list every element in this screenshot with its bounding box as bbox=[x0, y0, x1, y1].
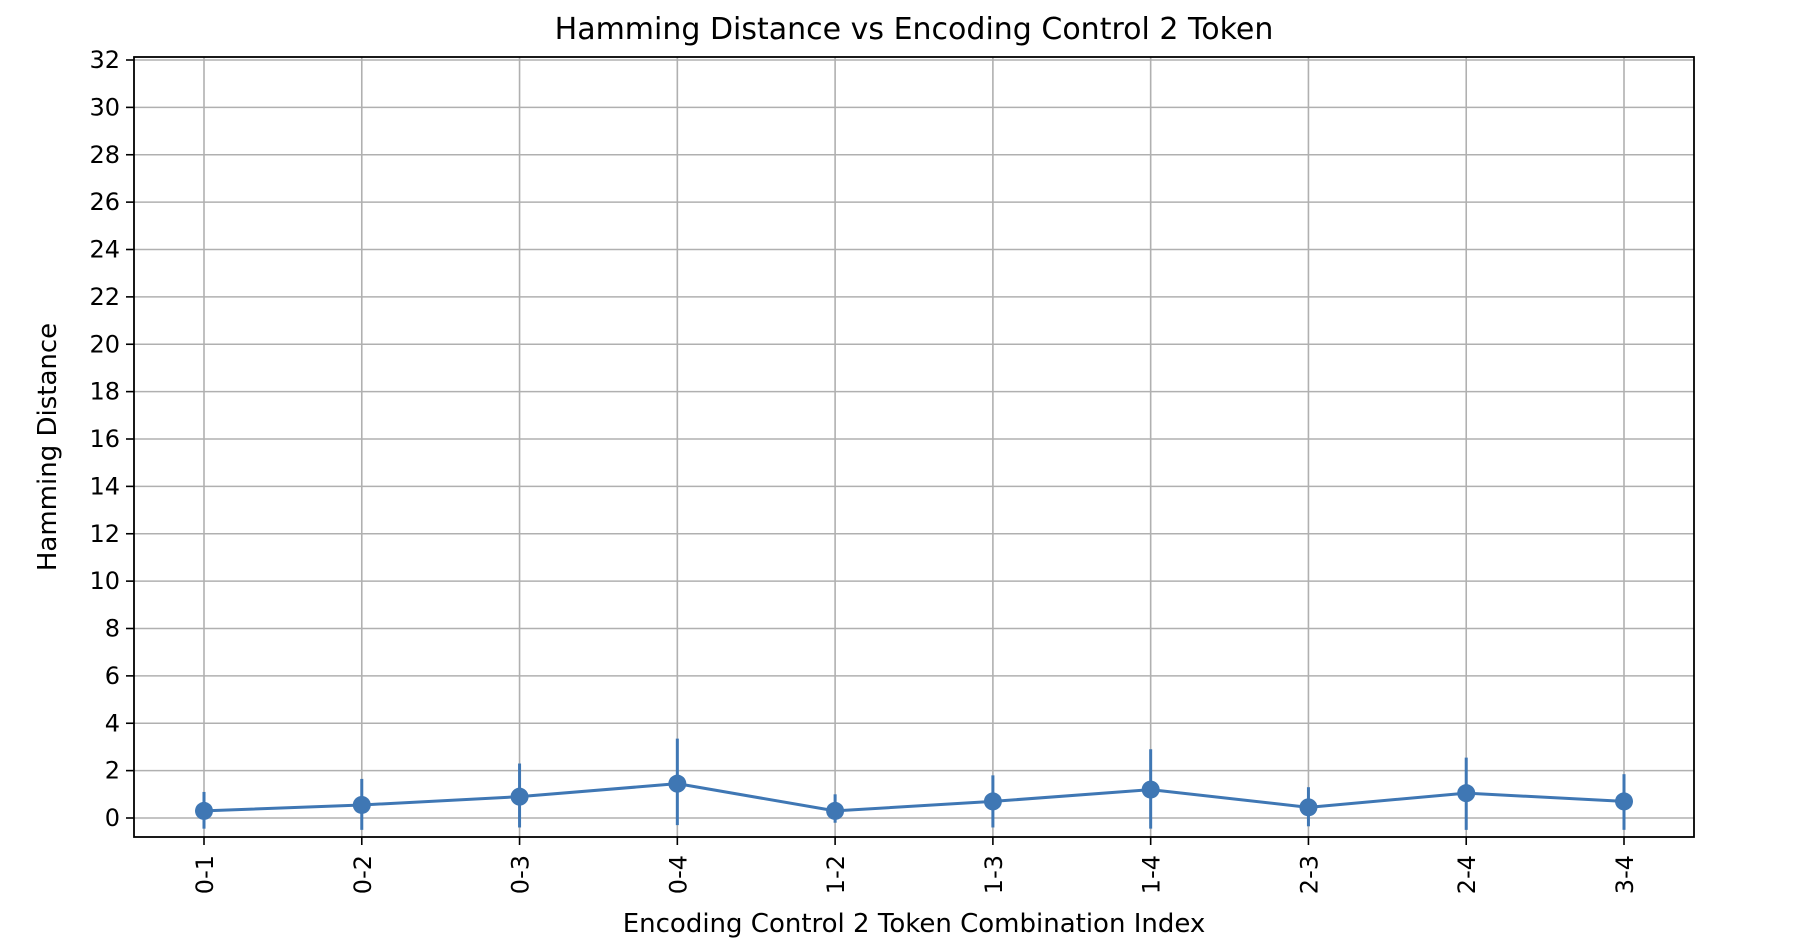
plot-frame bbox=[133, 56, 1695, 838]
x-tick-label: 1-2 bbox=[822, 855, 850, 894]
data-point bbox=[1299, 798, 1318, 817]
data-point bbox=[983, 792, 1002, 811]
y-tick-label: 30 bbox=[89, 93, 120, 121]
x-tick-label: 0-4 bbox=[664, 855, 692, 894]
data-point bbox=[510, 787, 529, 806]
x-tick-label: 1-3 bbox=[980, 855, 1008, 894]
y-tick-label: 24 bbox=[89, 236, 120, 264]
y-tick-label: 6 bbox=[105, 662, 120, 690]
y-axis-label: Hamming Distance bbox=[33, 323, 63, 571]
y-tick-label: 18 bbox=[89, 378, 120, 406]
data-point bbox=[1141, 780, 1160, 799]
data-point bbox=[195, 801, 213, 820]
series-line-layer bbox=[203, 782, 1625, 813]
error-bars bbox=[202, 738, 1626, 830]
y-tick-label: 0 bbox=[105, 804, 120, 832]
data-point bbox=[352, 795, 371, 814]
x-tick-label: 2-3 bbox=[1295, 855, 1323, 894]
data-point bbox=[826, 801, 845, 820]
data-point bbox=[668, 774, 687, 793]
y-tick-label: 8 bbox=[105, 615, 120, 643]
x-axis-label: Encoding Control 2 Token Combination Ind… bbox=[623, 909, 1206, 939]
y-tick-label: 12 bbox=[89, 520, 120, 548]
data-point bbox=[1457, 784, 1476, 803]
data-points bbox=[195, 774, 1633, 820]
x-tick-label: 2-4 bbox=[1453, 855, 1481, 894]
x-tick-label: 3-4 bbox=[1611, 855, 1639, 894]
y-tick-label: 26 bbox=[89, 188, 120, 216]
y-tick-label: 10 bbox=[89, 567, 120, 595]
y-tick-label: 14 bbox=[89, 472, 120, 500]
y-tick-label: 16 bbox=[89, 425, 120, 453]
y-tick-label: 4 bbox=[105, 709, 120, 737]
y-tick-label: 20 bbox=[89, 330, 120, 358]
x-tick-label: 1-4 bbox=[1138, 855, 1166, 894]
x-axis-ticks: 0-1 0-2 0-3 0-4 1-2 1-3 1-4 2-3 2-4 3-4 bbox=[191, 837, 1639, 894]
x-tick-label: 0-3 bbox=[507, 855, 535, 894]
y-tick-label: 28 bbox=[89, 141, 120, 169]
x-tick-label: 0-2 bbox=[349, 855, 377, 894]
y-tick-label: 32 bbox=[89, 46, 120, 74]
x-tick-label: 0-1 bbox=[191, 855, 219, 894]
y-tick-label: 22 bbox=[89, 283, 120, 311]
series-line bbox=[203, 782, 1625, 813]
grid bbox=[134, 57, 1694, 837]
y-tick-label: 2 bbox=[105, 757, 120, 785]
chart-title: Hamming Distance vs Encoding Control 2 T… bbox=[555, 12, 1274, 47]
data-point bbox=[1615, 792, 1633, 811]
